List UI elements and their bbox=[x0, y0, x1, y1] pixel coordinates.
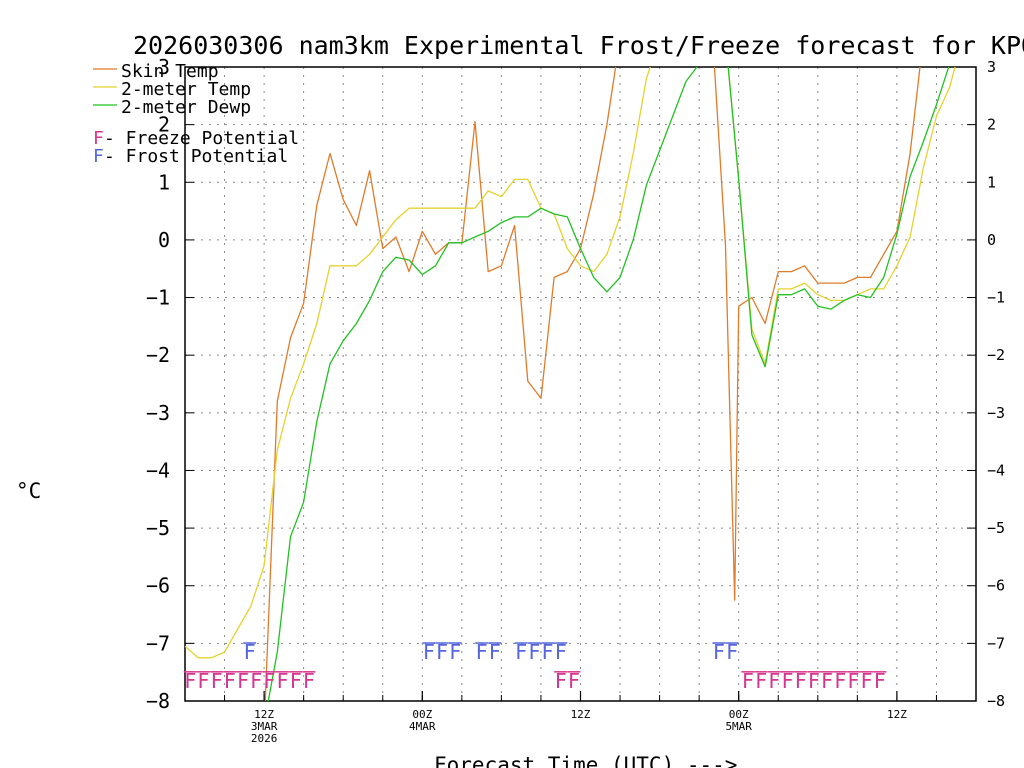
y-tick-label-right: −5 bbox=[987, 519, 1005, 537]
x-tick-label: 12Z bbox=[887, 708, 907, 721]
frost-marker: F bbox=[449, 640, 461, 664]
y-tick-label-right: 1 bbox=[987, 173, 996, 191]
freeze-marker: F bbox=[263, 669, 275, 693]
legend-label: 2-meter Dewp bbox=[121, 97, 251, 118]
series-lines bbox=[185, 67, 956, 701]
frost-marker: F bbox=[726, 640, 738, 664]
y-tick-label-right: −6 bbox=[987, 577, 1005, 595]
legend-marker-glyph: F bbox=[93, 146, 104, 167]
y-tick-label-left: −1 bbox=[146, 286, 170, 310]
freeze-marker: F bbox=[224, 669, 236, 693]
frost-freeze-markers: F F F F F F F F F F F FF F F F F F F F F F F F F F F F F F F F F F F bbox=[183, 640, 887, 693]
x-tick-label: 12Z bbox=[254, 708, 274, 721]
x-tick-label: 00Z bbox=[412, 708, 432, 721]
series-line-2-meter-temp bbox=[185, 67, 956, 659]
freeze-marker: F bbox=[821, 669, 833, 693]
y-tick-label-right: 2 bbox=[987, 116, 996, 134]
legend-marker-label: - Frost Potential bbox=[104, 146, 288, 167]
frost-marker: F bbox=[436, 640, 448, 664]
series-line-2-meter-dewp bbox=[267, 67, 950, 701]
y-tick-label-left: −6 bbox=[146, 574, 170, 598]
legend-label: Skin Temp bbox=[121, 61, 219, 82]
frost-marker: F bbox=[489, 640, 501, 664]
freeze-marker: F bbox=[795, 669, 807, 693]
legend-marker-glyph: F bbox=[93, 128, 104, 149]
freeze-marker: F bbox=[555, 669, 567, 693]
freeze-marker: F bbox=[250, 669, 262, 693]
y-tick-label-left: 1 bbox=[158, 170, 170, 194]
x-axis-label: Forecast Time (UTC) ---> bbox=[434, 753, 737, 768]
y-axis-label: °C bbox=[16, 479, 41, 503]
freeze-marker: F bbox=[303, 669, 315, 693]
frost-marker: F bbox=[515, 640, 527, 664]
axes: −8 −8 −7 −7 −6 −6 −5 −5 −4 −4 −3 −3 −2 −2 −1 −1 0 0 1 1 2 2 3 3… bbox=[146, 55, 1005, 745]
y-tick-label-left: −5 bbox=[146, 516, 170, 540]
frost-marker: F bbox=[542, 640, 554, 664]
freeze-marker: F bbox=[211, 669, 223, 693]
legend-label: 2-meter Temp bbox=[121, 79, 251, 100]
freeze-marker: F bbox=[781, 669, 793, 693]
frost-marker: F bbox=[713, 640, 725, 664]
x-tick-label: 5MAR bbox=[725, 720, 752, 733]
y-tick-label-right: −8 bbox=[987, 692, 1005, 710]
frost-marker: F bbox=[528, 640, 540, 664]
freeze-marker: F bbox=[742, 669, 754, 693]
y-tick-label-left: −7 bbox=[146, 631, 170, 655]
frost-marker: F bbox=[423, 640, 435, 664]
y-tick-label-right: 3 bbox=[987, 58, 996, 76]
y-tick-label-left: −2 bbox=[146, 343, 170, 367]
freeze-marker: F bbox=[277, 669, 289, 693]
plot-frame bbox=[184, 66, 977, 702]
freeze-marker: F bbox=[861, 669, 873, 693]
y-tick-label-left: 3 bbox=[158, 55, 170, 79]
y-tick-label-right: −3 bbox=[987, 404, 1005, 422]
freeze-marker: F bbox=[568, 669, 580, 693]
y-tick-label-left: 0 bbox=[158, 228, 170, 252]
y-tick-label-right: 0 bbox=[987, 231, 996, 249]
y-tick-label-right: −7 bbox=[987, 634, 1005, 652]
frost-marker: F bbox=[244, 640, 256, 664]
y-tick-label-right: −4 bbox=[987, 461, 1005, 479]
legend-marker-label: - Freeze Potential bbox=[104, 128, 299, 149]
frost-marker: F bbox=[476, 640, 488, 664]
y-tick-label-right: −2 bbox=[987, 346, 1005, 364]
x-tick-label: 3MAR bbox=[251, 720, 278, 733]
freeze-marker: F bbox=[755, 669, 767, 693]
freeze-marker: F bbox=[808, 669, 820, 693]
x-tick-label: 4MAR bbox=[409, 720, 436, 733]
gridlines bbox=[185, 67, 976, 701]
y-tick-label-right: −1 bbox=[987, 289, 1005, 307]
x-tick-label: 00Z bbox=[729, 708, 749, 721]
freeze-marker: F bbox=[237, 669, 249, 693]
y-tick-label-left: −4 bbox=[146, 458, 170, 482]
y-tick-label-left: 2 bbox=[158, 113, 170, 137]
freeze-marker: F bbox=[184, 669, 196, 693]
frost-marker: F bbox=[555, 640, 567, 664]
freeze-marker: F bbox=[847, 669, 859, 693]
freeze-marker: F bbox=[197, 669, 209, 693]
freeze-marker: F bbox=[290, 669, 302, 693]
series-line-skin-temp bbox=[264, 67, 921, 701]
chart-title: 2026030306 nam3km Experimental Frost/Fre… bbox=[133, 31, 1024, 60]
freeze-marker: F bbox=[768, 669, 780, 693]
x-tick-label: 2026 bbox=[251, 732, 278, 745]
y-tick-label-left: −8 bbox=[146, 689, 170, 713]
freeze-marker: F bbox=[874, 669, 886, 693]
x-tick-label: 12Z bbox=[571, 708, 591, 721]
freeze-marker: F bbox=[834, 669, 846, 693]
y-tick-label-left: −3 bbox=[146, 401, 170, 425]
